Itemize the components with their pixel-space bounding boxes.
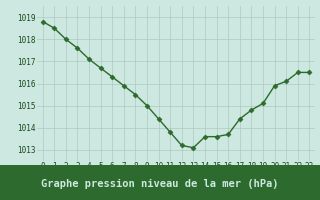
Text: Graphe pression niveau de la mer (hPa): Graphe pression niveau de la mer (hPa) <box>41 179 279 189</box>
